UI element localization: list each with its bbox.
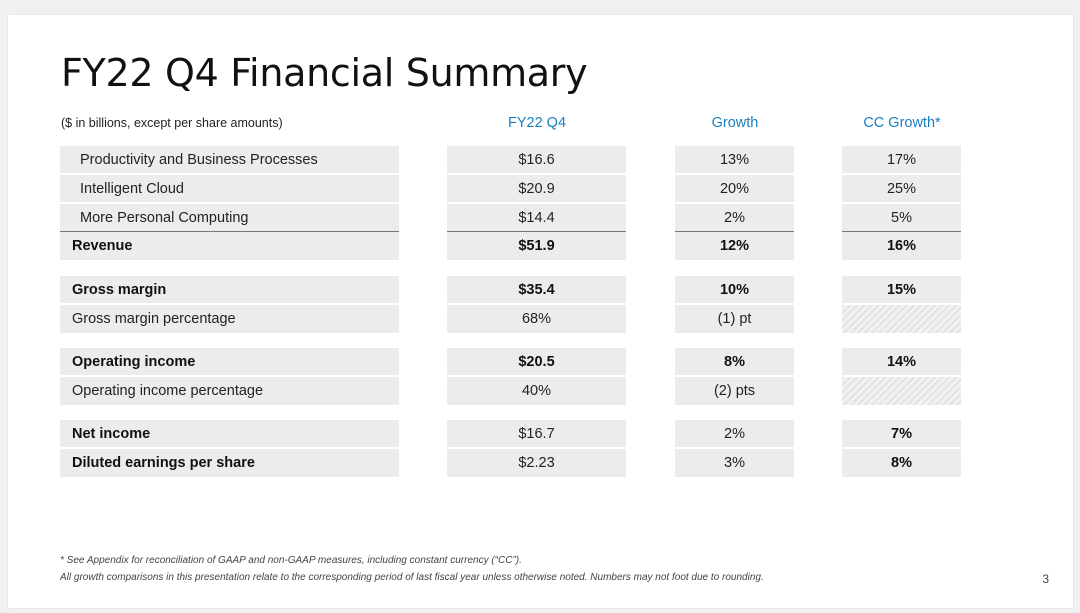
row-growth: 2% — [675, 420, 794, 448]
row-label: Diluted earnings per share — [60, 449, 399, 477]
row-cc-growth: 17% — [842, 146, 961, 174]
row-growth: 12% — [675, 231, 794, 260]
row-cc-growth: 15% — [842, 276, 961, 304]
row-value: $20.5 — [447, 348, 626, 376]
slide: FY22 Q4 Financial Summary ($ in billions… — [8, 15, 1073, 608]
row-growth: 2% — [675, 204, 794, 232]
row-label: Net income — [60, 420, 399, 448]
row-cc-growth-hatched — [842, 377, 961, 405]
units-note: ($ in billions, except per share amounts… — [61, 116, 283, 130]
row-value: 68% — [447, 305, 626, 333]
row-cc-growth-hatched — [842, 305, 961, 333]
row-cc-growth: 25% — [842, 175, 961, 203]
row-label: More Personal Computing — [60, 204, 399, 232]
footnote-cc: * See Appendix for reconciliation of GAA… — [60, 555, 522, 566]
row-label: Productivity and Business Processes — [60, 146, 399, 174]
row-value: 40% — [447, 377, 626, 405]
row-value: $16.6 — [447, 146, 626, 174]
row-growth: 8% — [675, 348, 794, 376]
row-label: Operating income percentage — [60, 377, 399, 405]
row-cc-growth: 7% — [842, 420, 961, 448]
column-header-fy22-q4: FY22 Q4 — [507, 115, 567, 131]
column-header-cc-growth: CC Growth* — [863, 115, 941, 131]
row-value: $20.9 — [447, 175, 626, 203]
footnote-growth: All growth comparisons in this presentat… — [60, 572, 764, 583]
row-cc-growth: 5% — [842, 204, 961, 232]
row-value: $14.4 — [447, 204, 626, 232]
row-growth: (2) pts — [675, 377, 794, 405]
row-cc-growth: 8% — [842, 449, 961, 477]
row-label: Revenue — [60, 231, 399, 260]
row-label: Operating income — [60, 348, 399, 376]
row-value: $35.4 — [447, 276, 626, 304]
row-label: Gross margin percentage — [60, 305, 399, 333]
page-number: 3 — [1042, 572, 1049, 586]
row-growth: (1) pt — [675, 305, 794, 333]
row-cc-growth: 14% — [842, 348, 961, 376]
row-cc-growth: 16% — [842, 231, 961, 260]
row-label: Gross margin — [60, 276, 399, 304]
row-value: $51.9 — [447, 231, 626, 260]
page-title: FY22 Q4 Financial Summary — [61, 51, 588, 95]
row-value: $16.7 — [447, 420, 626, 448]
row-value: $2.23 — [447, 449, 626, 477]
row-growth: 3% — [675, 449, 794, 477]
column-header-growth: Growth — [711, 115, 759, 131]
row-label: Intelligent Cloud — [60, 175, 399, 203]
row-growth: 20% — [675, 175, 794, 203]
row-growth: 13% — [675, 146, 794, 174]
row-growth: 10% — [675, 276, 794, 304]
